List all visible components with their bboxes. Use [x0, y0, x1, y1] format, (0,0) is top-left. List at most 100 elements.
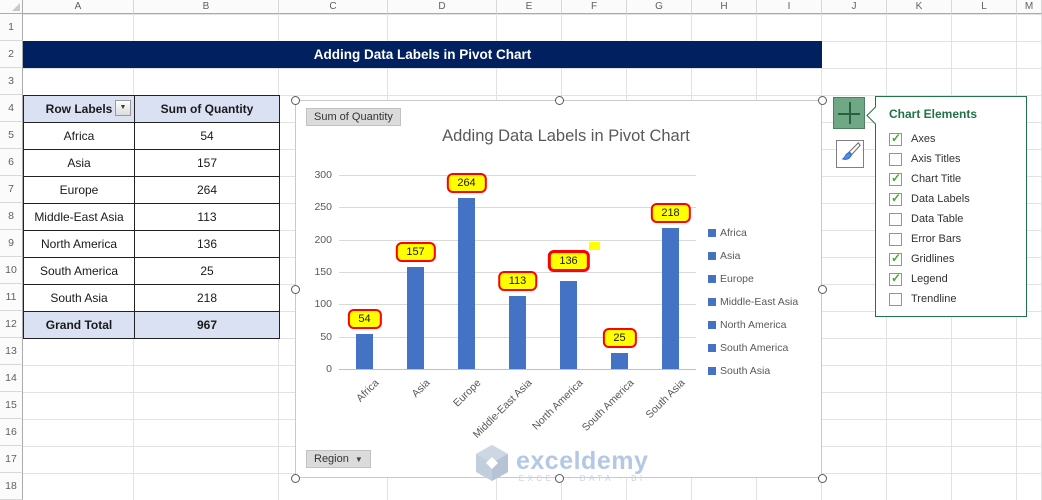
bar-Africa[interactable] [356, 334, 373, 369]
bar-Middle-East Asia[interactable] [509, 295, 526, 369]
row-header-14[interactable]: 14 [0, 365, 23, 392]
chart-styles-button[interactable] [836, 140, 864, 168]
data-label[interactable]: 136 [547, 250, 590, 273]
cell[interactable]: South America [24, 258, 135, 284]
row-header-9[interactable]: 9 [0, 230, 23, 257]
pivot-field-button[interactable]: Sum of Quantity [306, 108, 401, 126]
bar-South America[interactable] [611, 352, 628, 369]
chart-element-option-error-bars[interactable]: Error Bars [889, 229, 1026, 249]
data-label[interactable]: 264 [446, 173, 487, 194]
bar-North America[interactable] [560, 281, 577, 369]
row-header-11[interactable]: 11 [0, 284, 23, 311]
chart-title[interactable]: Adding Data Labels in Pivot Chart [442, 127, 690, 145]
row-header-12[interactable]: 12 [0, 311, 23, 338]
column-header-B[interactable]: B [134, 0, 279, 14]
legend-item[interactable]: Middle-East Asia [708, 296, 798, 308]
checkbox[interactable] [889, 191, 902, 206]
selection-handle[interactable] [554, 474, 564, 483]
row-header-15[interactable]: 15 [0, 392, 23, 419]
legend-item[interactable]: North America [708, 319, 787, 331]
cell[interactable]: Sum of Quantity [135, 96, 280, 122]
checkbox[interactable] [889, 292, 902, 306]
chart-element-option-legend[interactable]: Legend [889, 269, 1026, 289]
cell[interactable]: 25 [135, 258, 280, 284]
row-header-13[interactable]: 13 [0, 338, 23, 365]
checkbox[interactable] [889, 251, 902, 266]
selection-handle[interactable] [291, 96, 300, 105]
chart-element-option-chart-title[interactable]: Chart Title [889, 169, 1026, 189]
row-header-17[interactable]: 17 [0, 446, 23, 473]
column-header-D[interactable]: D [388, 0, 497, 14]
data-label[interactable]: 54 [347, 309, 382, 330]
row-header-2[interactable]: 2 [0, 41, 23, 68]
data-label[interactable]: 25 [602, 327, 637, 348]
checkbox[interactable] [889, 271, 902, 286]
column-header-F[interactable]: F [562, 0, 627, 14]
cell[interactable]: North America [24, 231, 135, 257]
data-label[interactable]: 113 [497, 270, 538, 291]
chart-elements-button[interactable] [833, 97, 865, 129]
row-header-3[interactable]: 3 [0, 68, 23, 95]
chart-element-option-trendline[interactable]: Trendline [889, 289, 1026, 309]
row-header-4[interactable]: 4 [0, 95, 23, 122]
chart-element-option-data-labels[interactable]: Data Labels [889, 189, 1026, 209]
column-header-A[interactable]: A [23, 0, 134, 14]
selection-handle[interactable] [818, 96, 827, 105]
data-label[interactable]: 218 [650, 203, 691, 224]
legend-item[interactable]: South Asia [708, 365, 770, 377]
pivot-chart[interactable]: Sum of Quantity Adding Data Labels in Pi… [291, 96, 827, 483]
select-all-corner[interactable] [0, 0, 23, 14]
row-header-7[interactable]: 7 [0, 176, 23, 203]
column-header-K[interactable]: K [887, 0, 952, 14]
chart-element-option-data-table[interactable]: Data Table [889, 209, 1026, 229]
cell[interactable]: Europe [24, 177, 135, 203]
cell[interactable]: South Asia [24, 285, 135, 311]
cell[interactable]: Africa [24, 123, 135, 149]
legend-item[interactable]: South America [708, 342, 788, 354]
row-header-5[interactable]: 5 [0, 122, 23, 149]
cell[interactable]: Row Labels ▼ [24, 96, 135, 122]
data-label[interactable]: 157 [395, 242, 436, 263]
column-header-G[interactable]: G [627, 0, 692, 14]
cell[interactable]: Grand Total [24, 312, 135, 338]
axis-field-button[interactable]: Region ▼ [306, 450, 371, 468]
checkbox[interactable] [889, 131, 902, 146]
bar-Europe[interactable] [458, 198, 475, 369]
selection-handle[interactable] [554, 96, 564, 105]
cell[interactable]: 113 [135, 204, 280, 230]
cell[interactable]: 157 [135, 150, 280, 176]
selection-handle[interactable] [291, 474, 300, 483]
selection-handle[interactable] [291, 285, 300, 294]
bar-South Asia[interactable] [662, 228, 679, 369]
filter-dropdown-button[interactable]: ▼ [115, 100, 131, 116]
cell[interactable]: Asia [24, 150, 135, 176]
selection-handle[interactable] [818, 285, 827, 294]
cell[interactable]: 967 [135, 312, 280, 338]
cell[interactable]: 54 [135, 123, 280, 149]
bar-Asia[interactable] [407, 267, 424, 369]
checkbox[interactable] [889, 171, 902, 186]
cell[interactable]: Middle-East Asia [24, 204, 135, 230]
legend-item[interactable]: Africa [708, 227, 747, 239]
column-header-E[interactable]: E [497, 0, 562, 14]
column-header-C[interactable]: C [279, 0, 388, 14]
legend-item[interactable]: Europe [708, 273, 754, 285]
row-header-18[interactable]: 18 [0, 473, 23, 500]
column-header-L[interactable]: L [952, 0, 1017, 14]
row-header-8[interactable]: 8 [0, 203, 23, 230]
column-header-M[interactable]: M [1017, 0, 1042, 14]
cell[interactable]: 264 [135, 177, 280, 203]
column-header-I[interactable]: I [757, 0, 822, 14]
checkbox[interactable] [889, 212, 902, 226]
column-header-J[interactable]: J [822, 0, 887, 14]
checkbox[interactable] [889, 152, 902, 166]
selection-handle[interactable] [818, 474, 827, 483]
cell[interactable]: 218 [135, 285, 280, 311]
row-header-1[interactable]: 1 [0, 14, 23, 41]
legend-item[interactable]: Asia [708, 250, 740, 262]
row-header-10[interactable]: 10 [0, 257, 23, 284]
chart-element-option-axes[interactable]: Axes [889, 129, 1026, 149]
column-header-H[interactable]: H [692, 0, 757, 14]
row-header-6[interactable]: 6 [0, 149, 23, 176]
row-header-16[interactable]: 16 [0, 419, 23, 446]
